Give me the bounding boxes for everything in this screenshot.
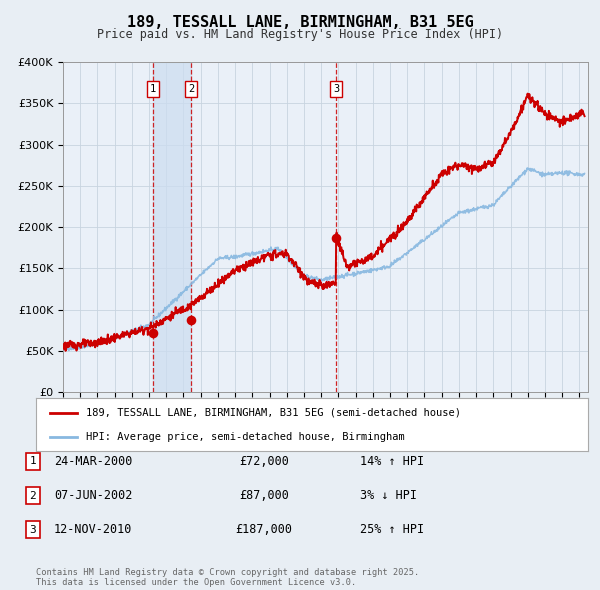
Text: Contains HM Land Registry data © Crown copyright and database right 2025.
This d: Contains HM Land Registry data © Crown c…: [36, 568, 419, 587]
Text: 189, TESSALL LANE, BIRMINGHAM, B31 5EG (semi-detached house): 189, TESSALL LANE, BIRMINGHAM, B31 5EG (…: [86, 408, 461, 418]
Text: 24-MAR-2000: 24-MAR-2000: [54, 455, 132, 468]
Text: 25% ↑ HPI: 25% ↑ HPI: [360, 523, 424, 536]
Text: Price paid vs. HM Land Registry's House Price Index (HPI): Price paid vs. HM Land Registry's House …: [97, 28, 503, 41]
Text: 14% ↑ HPI: 14% ↑ HPI: [360, 455, 424, 468]
Text: 1: 1: [29, 457, 37, 466]
Point: [186, 316, 196, 325]
Point: [148, 328, 158, 337]
Text: £187,000: £187,000: [235, 523, 293, 536]
Text: 3% ↓ HPI: 3% ↓ HPI: [360, 489, 417, 502]
Text: HPI: Average price, semi-detached house, Birmingham: HPI: Average price, semi-detached house,…: [86, 432, 404, 442]
Text: 3: 3: [333, 84, 339, 94]
Text: 3: 3: [29, 525, 37, 535]
Bar: [153, 62, 191, 392]
Text: 1: 1: [150, 84, 156, 94]
Text: 07-JUN-2002: 07-JUN-2002: [54, 489, 132, 502]
Text: 12-NOV-2010: 12-NOV-2010: [54, 523, 132, 536]
Text: 189, TESSALL LANE, BIRMINGHAM, B31 5EG: 189, TESSALL LANE, BIRMINGHAM, B31 5EG: [127, 15, 473, 30]
Text: 2: 2: [188, 84, 194, 94]
Text: £72,000: £72,000: [239, 455, 289, 468]
Text: £87,000: £87,000: [239, 489, 289, 502]
Text: 2: 2: [29, 491, 37, 500]
Point: [331, 233, 341, 242]
